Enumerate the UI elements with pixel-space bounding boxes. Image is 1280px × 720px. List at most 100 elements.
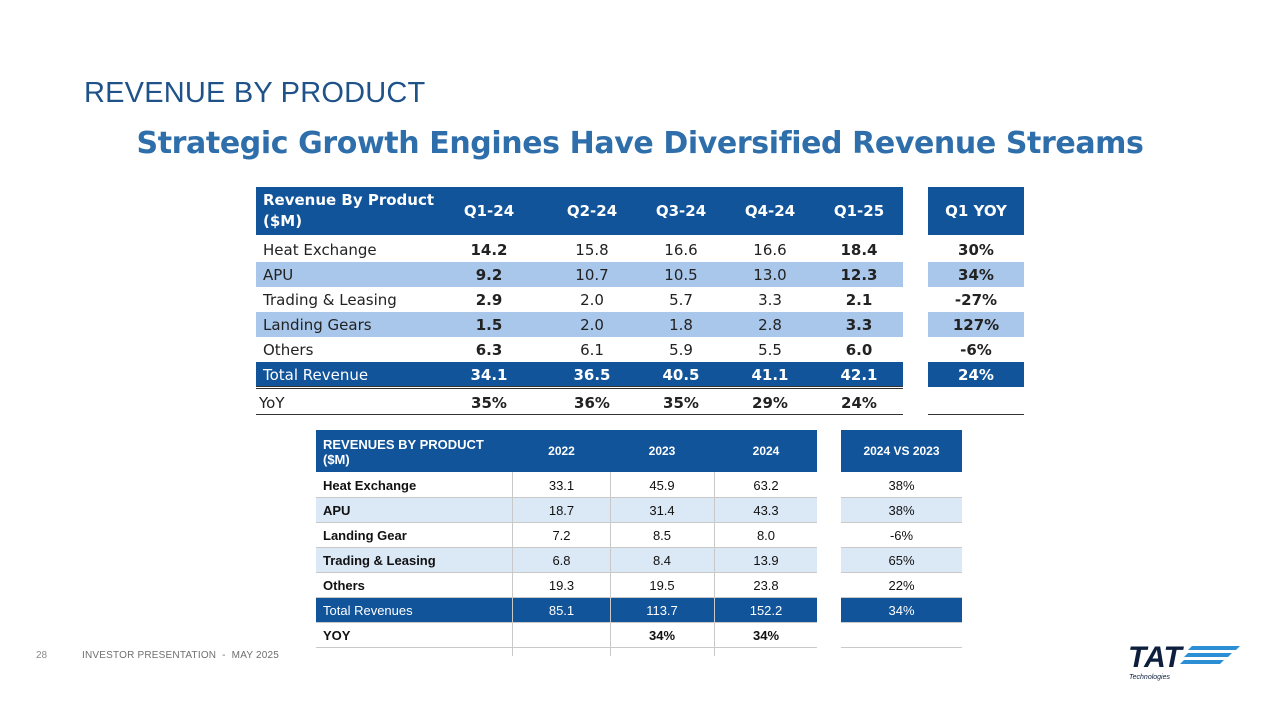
row-label: Heat Exchange [263,240,377,259]
quarterly-header-label: Revenue By Product ($M) [263,191,435,230]
row-label: Landing Gears [263,315,372,334]
table-cell: 15.8 [575,240,609,259]
table-row: APU 9.2 10.7 10.5 13.0 12.3 34% [256,262,1024,287]
table-cell: 12.3 [840,265,878,284]
table-cell: 2.1 [845,290,873,309]
quarterly-revenue-table: Revenue By Product ($M) Q1-24 Q2-24 Q3-2… [256,187,1024,415]
table-cell: 41.1 [751,365,789,384]
annual-revenue-table: REVENUES BY PRODUCT ($M) 2022 2023 2024 … [316,430,962,656]
row-label: Others [323,578,365,593]
table-cell: 29% [752,393,788,412]
yoy-cell: 30% [958,240,994,259]
table-row: Landing Gear 7.2 8.5 8.0 -6% [316,523,962,548]
table-cell: 36% [574,393,610,412]
table-cell: 6.0 [845,340,873,359]
table-cell: 42.1 [840,365,878,384]
row-label: APU [323,503,351,518]
table-cell: 18.4 [840,240,878,259]
table-cell: 85.1 [548,603,575,618]
table-cell: 24% [841,393,877,412]
table-cell [513,623,610,648]
yoy-column-header: 2024 VS 2023 [863,444,940,458]
table-cell: 1.8 [669,315,693,334]
yoy-cell: 24% [958,365,994,384]
annual-table-header: REVENUES BY PRODUCT ($M) 2022 2023 2024 [316,430,817,472]
column-header: Q1-25 [833,202,885,220]
table-cell: 1.5 [475,315,503,334]
table-cell: 34% [648,628,676,643]
table-row: Landing Gears 1.5 2.0 1.8 2.8 3.3 127% [256,312,1024,337]
table-cell: 16.6 [664,240,698,259]
column-header: Q4-24 [744,202,796,220]
table-cell: 43.3 [753,503,779,518]
yoy-row: YOY 34% 34% [316,623,962,648]
total-row: Total Revenue 34.1 36.5 40.5 41.1 42.1 2… [256,362,1024,387]
table-cell: 10.7 [575,265,609,284]
table-row: Trading & Leasing 6.8 8.4 13.9 65% [316,548,962,573]
yoy-cell: 65% [888,553,915,568]
row-label: Trading & Leasing [263,290,397,309]
column-header: Q1-24 [463,202,515,220]
quarterly-yoy-header: Q1 YOY [928,187,1024,235]
table-cell: 40.5 [662,365,700,384]
row-label: YOY [323,628,351,643]
table-cell: 8.5 [652,528,672,543]
table-row: Others 19.3 19.5 23.8 22% [316,573,962,598]
column-divider [610,472,611,656]
tat-technologies-logo: TAT Technologies [1128,641,1240,681]
table-cell: 6.1 [580,340,604,359]
yoy-cell: 127% [952,315,1000,334]
table-cell: 35% [663,393,699,412]
table-row: APU 18.7 31.4 43.3 38% [316,498,962,523]
slide-title: REVENUE BY PRODUCT [84,77,426,109]
table-cell: 14.2 [470,240,508,259]
table-row: Heat Exchange 33.1 45.9 63.2 38% [316,473,962,498]
yoy-cell: 34% [888,603,915,618]
table-cell: 33.1 [548,478,575,493]
column-header: Q2-24 [566,202,618,220]
divider [928,414,1024,415]
divider [256,388,903,389]
logo-subtext: Technologies [1129,674,1170,681]
column-divider [512,472,513,656]
table-cell: 19.5 [649,578,675,593]
divider [256,414,903,415]
row-label: Total Revenue [263,365,369,384]
column-header: Q3-24 [655,202,707,220]
row-label: Total Revenues [323,603,413,618]
table-cell: 6.3 [475,340,503,359]
table-cell: 63.2 [753,478,779,493]
yoy-cell: -6% [960,340,992,359]
total-row: Total Revenues 85.1 113.7 152.2 34% [316,598,962,623]
table-cell: 23.8 [753,578,779,593]
table-cell: 34% [752,628,780,643]
annual-yoy-header: 2024 VS 2023 [841,430,962,472]
quarterly-table-header: Revenue By Product ($M) Q1-24 Q2-24 Q3-2… [256,187,903,235]
table-cell: 19.3 [548,578,575,593]
table-cell: 5.7 [669,290,693,309]
logo-text: TAT [1128,641,1185,674]
table-cell: 2.0 [580,290,604,309]
table-cell: 6.8 [552,553,571,568]
table-row: Others 6.3 6.1 5.9 5.5 6.0 -6% [256,337,1024,362]
column-header: 2024 [752,444,780,458]
table-cell: 31.4 [649,503,675,518]
table-cell: 13.9 [753,553,779,568]
table-row: Heat Exchange 14.2 15.8 16.6 16.6 18.4 3… [256,237,1024,262]
row-label: Heat Exchange [323,478,417,493]
row-label: APU [263,265,294,284]
row-label: Trading & Leasing [323,553,436,568]
table-row: Trading & Leasing 2.9 2.0 5.7 3.3 2.1 -2… [256,287,1024,312]
table-cell: 113.7 [646,603,678,618]
yoy-cell: 34% [958,265,994,284]
table-cell: 8.0 [756,528,776,543]
table-cell: 3.3 [845,315,873,334]
yoy-column-header: Q1 YOY [945,202,1007,220]
table-cell: 7.2 [552,528,571,543]
yoy-cell: 38% [888,478,915,493]
yoy-cell: -27% [954,290,998,309]
table-cell: 2.0 [580,315,604,334]
row-label: Landing Gear [323,528,407,543]
table-cell: 18.7 [548,503,575,518]
table-cell: 9.2 [475,265,503,284]
